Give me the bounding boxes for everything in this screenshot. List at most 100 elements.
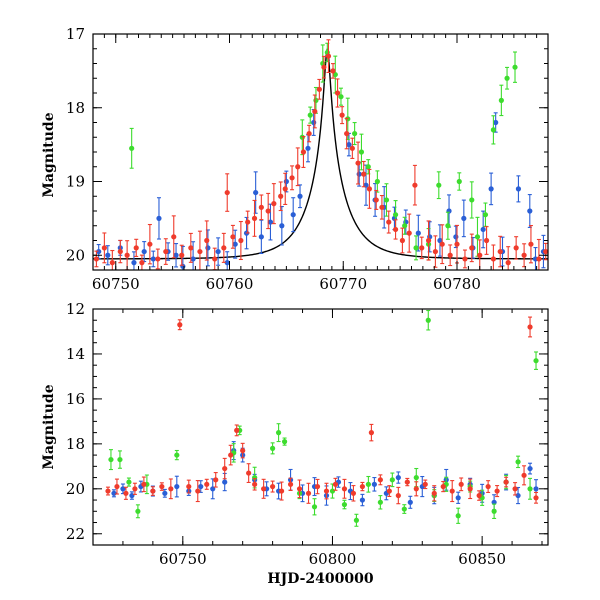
data-point: [374, 170, 380, 193]
data-point: [186, 479, 192, 494]
data-point: [117, 239, 123, 264]
data-point: [246, 463, 252, 484]
data-point: [323, 482, 330, 500]
data-point: [455, 507, 461, 524]
data-point: [366, 168, 373, 209]
y-tick-label: 16: [66, 390, 85, 408]
ticks: [92, 33, 549, 271]
y-axis-title: Magnitude: [41, 384, 57, 469]
data-point: [498, 84, 504, 117]
data-point: [361, 160, 367, 188]
y-tick-label: 19: [66, 173, 85, 191]
data-point: [422, 479, 428, 490]
data-point: [359, 493, 366, 507]
data-point: [389, 472, 395, 488]
data-point: [413, 481, 419, 497]
data-point: [307, 106, 313, 124]
data-point: [521, 465, 527, 486]
data-point: [436, 171, 442, 200]
data-point: [299, 119, 305, 156]
ticks: [92, 308, 548, 546]
data-point: [325, 39, 332, 73]
data-point: [111, 489, 117, 498]
data-point: [279, 205, 285, 246]
data-point: [494, 485, 500, 498]
data-point: [373, 189, 379, 210]
series-0: [96, 109, 547, 270]
data-point: [490, 115, 496, 145]
data-point: [188, 232, 194, 263]
data-point: [305, 482, 312, 504]
bottom-panel: 60750 60800 60850 12 14 16 18 20 22 Magnitude HJD-…: [41, 300, 549, 587]
data-point: [252, 478, 258, 491]
data-point: [155, 248, 161, 270]
data-point: [427, 221, 433, 253]
data-point: [491, 503, 497, 519]
data-point: [330, 63, 336, 79]
data-point: [234, 424, 240, 437]
data-point: [515, 455, 521, 469]
data-point: [503, 476, 509, 488]
data-point: [204, 478, 210, 490]
data-point: [358, 133, 365, 171]
data-point: [440, 480, 446, 493]
data-point: [195, 480, 201, 503]
data-point: [139, 254, 145, 270]
data-point: [456, 172, 462, 191]
data-point: [296, 479, 303, 499]
data-point: [512, 51, 518, 83]
data-point: [467, 478, 473, 500]
data-point: [245, 210, 251, 234]
data-point: [135, 504, 141, 519]
y-tick-label: 20: [66, 246, 85, 264]
data-point: [425, 309, 431, 331]
data-point: [159, 482, 165, 491]
data-point: [527, 194, 533, 228]
data-point: [454, 224, 460, 264]
data-point: [355, 141, 361, 185]
data-point: [297, 184, 303, 209]
data-point: [386, 485, 392, 498]
data-point: [265, 192, 271, 230]
y-tick-label: 12: [66, 300, 85, 318]
data-point: [270, 442, 276, 455]
data-point: [295, 147, 301, 187]
data-point: [512, 482, 518, 496]
data-point: [321, 55, 327, 79]
data-point: [449, 480, 455, 503]
data-point: [413, 235, 419, 261]
data-point: [287, 477, 294, 492]
y-tick-label: 18: [66, 435, 85, 453]
data-point: [485, 480, 491, 493]
data-point: [469, 233, 475, 263]
data-point: [132, 482, 138, 495]
data-point: [527, 462, 533, 475]
data-point: [497, 235, 503, 268]
data-point: [163, 238, 169, 265]
data-point: [392, 219, 399, 240]
data-point: [479, 489, 485, 506]
x-tick-label: 60850: [458, 550, 506, 568]
x-tick-label: 60780: [433, 275, 481, 293]
data-point: [379, 194, 385, 220]
data-point: [476, 490, 482, 501]
data-point: [395, 471, 401, 484]
data-point: [213, 472, 219, 488]
data-point: [533, 491, 539, 504]
data-point: [129, 127, 135, 169]
data-point: [305, 134, 311, 163]
data-point: [316, 78, 322, 100]
data-point: [365, 159, 371, 175]
x-tick-label: 60750: [92, 275, 140, 293]
data-point: [528, 224, 534, 264]
data-point: [447, 244, 453, 267]
data-point: [174, 449, 180, 461]
data-point: [488, 172, 494, 206]
data-point: [306, 124, 312, 143]
data-point: [483, 226, 490, 255]
series-2: [93, 39, 548, 270]
plot-frame: [92, 308, 549, 546]
data-point: [204, 220, 210, 261]
data-point: [281, 437, 288, 446]
data-point: [395, 486, 401, 505]
